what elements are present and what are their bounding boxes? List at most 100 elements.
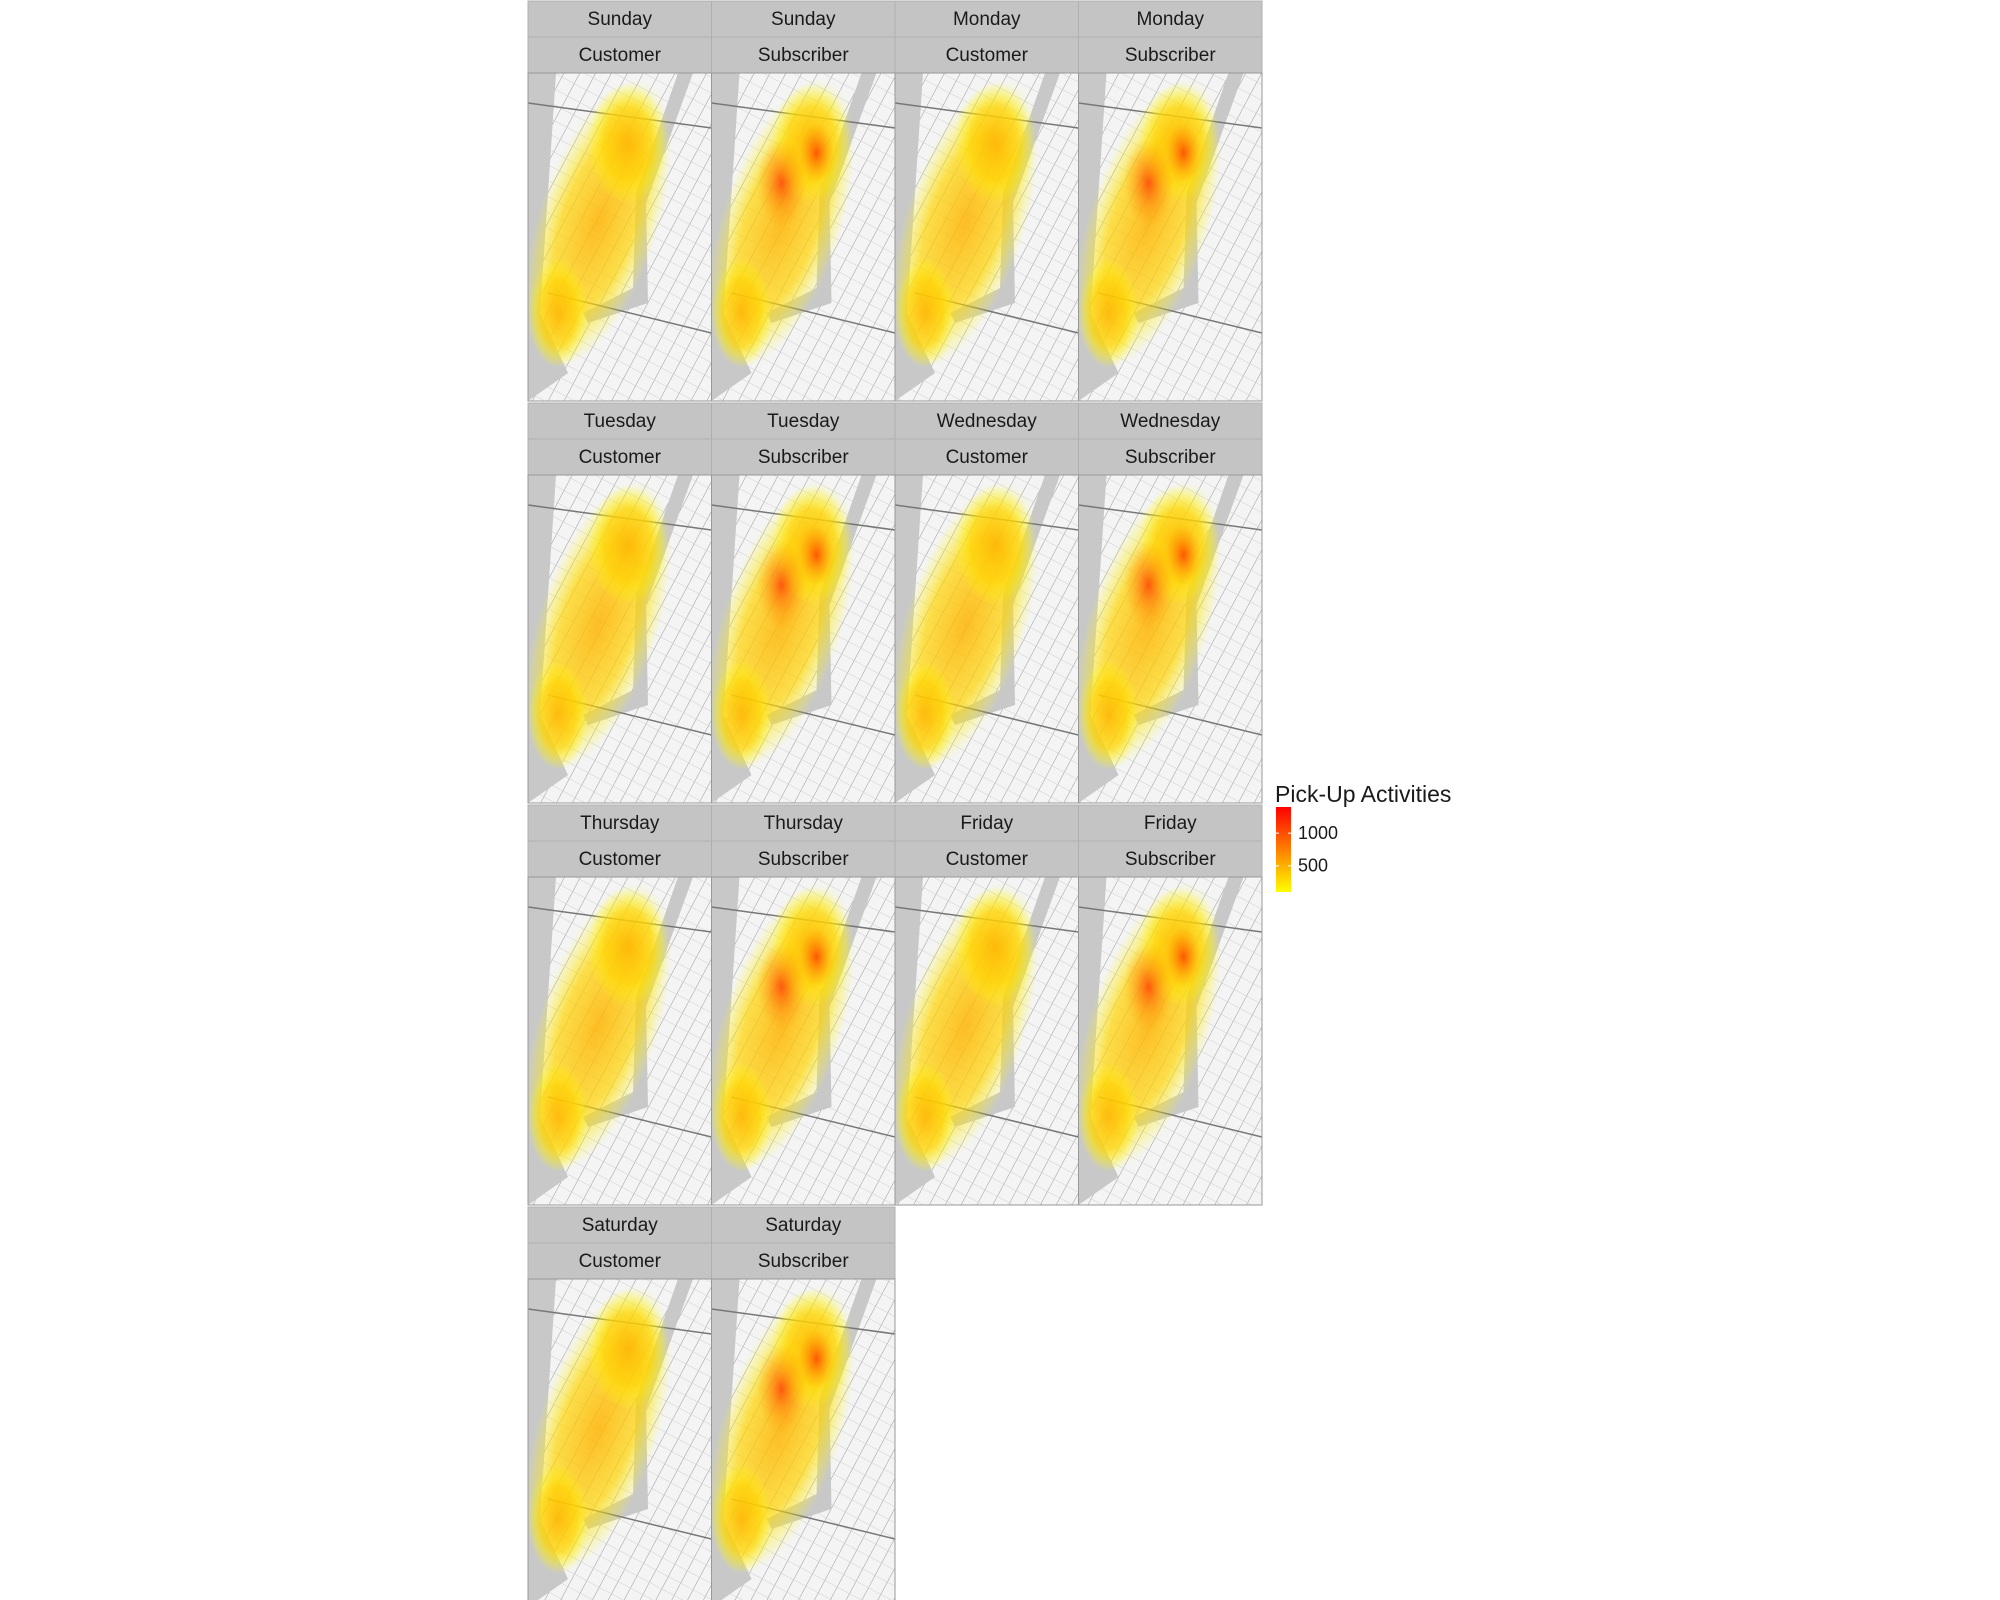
- density: [711, 258, 772, 368]
- colorbar: [1276, 807, 1291, 892]
- density: [756, 1344, 807, 1434]
- strip: [711, 1206, 896, 1244]
- strip: [527, 402, 712, 440]
- density: [1078, 660, 1139, 770]
- map-border: [1078, 474, 1263, 804]
- strip: [894, 402, 1079, 440]
- facet-panel: Monday Customer: [894, 0, 1079, 402]
- density: [798, 123, 835, 183]
- strip: [894, 0, 1079, 38]
- strip: [894, 36, 1079, 74]
- legend: Pick-Up Activities 500 1000: [1275, 781, 1451, 892]
- map: [711, 475, 895, 803]
- facet-panel: Wednesday Customer: [894, 402, 1079, 804]
- strip-type: Customer: [579, 1251, 662, 1272]
- density: [798, 927, 835, 987]
- strip-day: Monday: [1136, 9, 1204, 30]
- strip: [1078, 438, 1263, 476]
- panels: Sunday Customer Sunday Subscriber Monday Cust…: [527, 0, 1263, 1600]
- density: [528, 1464, 588, 1574]
- strip-type: Subscriber: [1125, 45, 1216, 66]
- map: [895, 877, 1079, 1205]
- density: [756, 540, 807, 630]
- map: [1078, 877, 1262, 1205]
- density: [528, 660, 588, 770]
- strip: [711, 1242, 896, 1280]
- facet-panel: Sunday Customer: [527, 0, 712, 402]
- map: [528, 877, 712, 1205]
- density: [955, 485, 1035, 605]
- density: [955, 83, 1035, 203]
- strip-type: Subscriber: [1125, 447, 1216, 468]
- map: [895, 475, 1079, 803]
- density: [1165, 525, 1202, 585]
- strip-day: Saturday: [582, 1215, 659, 1236]
- facet-panel: Sunday Subscriber: [711, 0, 896, 402]
- map-border: [711, 1278, 896, 1600]
- density: [1123, 540, 1174, 630]
- map: [528, 73, 712, 401]
- strip: [894, 840, 1079, 878]
- density: [895, 660, 955, 770]
- strip-day: Thursday: [580, 813, 660, 834]
- density: [798, 1329, 835, 1389]
- density: [588, 83, 668, 203]
- facet-panel: Friday Subscriber: [1078, 804, 1263, 1206]
- strip: [527, 840, 712, 878]
- legend-tick-label: 500: [1298, 856, 1328, 876]
- facet-panel: Tuesday Customer: [527, 402, 712, 804]
- strip: [527, 804, 712, 842]
- density: [895, 1062, 955, 1172]
- strip: [1078, 840, 1263, 878]
- strip: [527, 1206, 712, 1244]
- density: [711, 660, 772, 770]
- strip: [1078, 402, 1263, 440]
- strip-day: Thursday: [764, 813, 844, 834]
- facet-panel: Monday Subscriber: [1078, 0, 1263, 402]
- density: [711, 1062, 772, 1172]
- density: [528, 258, 588, 368]
- density: [1078, 1062, 1139, 1172]
- strip-type: Customer: [579, 849, 662, 870]
- strip: [527, 36, 712, 74]
- facet-panel: Thursday Customer: [527, 804, 712, 1206]
- strip-day: Tuesday: [584, 411, 657, 432]
- strip-type: Subscriber: [758, 45, 849, 66]
- strip-day: Saturday: [765, 1215, 842, 1236]
- strip-type: Customer: [579, 447, 662, 468]
- strip-day: Wednesday: [1120, 411, 1220, 432]
- strip: [527, 1242, 712, 1280]
- strip: [527, 0, 712, 38]
- density: [1165, 927, 1202, 987]
- strip-day: Tuesday: [767, 411, 840, 432]
- strip-day: Sunday: [771, 9, 836, 30]
- strip: [711, 402, 896, 440]
- density: [588, 887, 668, 1007]
- strip: [711, 438, 896, 476]
- density: [1078, 258, 1139, 368]
- strip: [894, 804, 1079, 842]
- map: [711, 1279, 895, 1600]
- strip-type: Customer: [946, 45, 1029, 66]
- density: [1165, 123, 1202, 183]
- facet-panel: Saturday Customer: [527, 1206, 712, 1600]
- facet-panel: Tuesday Subscriber: [711, 402, 896, 804]
- strip-type: Subscriber: [758, 1251, 849, 1272]
- map: [711, 73, 895, 401]
- facet-panel: Wednesday Subscriber: [1078, 402, 1263, 804]
- map: [1078, 73, 1262, 401]
- strip: [711, 840, 896, 878]
- strip-day: Friday: [1144, 813, 1197, 834]
- strip-day: Sunday: [588, 9, 653, 30]
- strip-day: Wednesday: [937, 411, 1037, 432]
- density: [955, 887, 1035, 1007]
- strip-type: Subscriber: [1125, 849, 1216, 870]
- strip-day: Monday: [953, 9, 1021, 30]
- strip: [1078, 804, 1263, 842]
- strip-type: Customer: [946, 447, 1029, 468]
- density: [895, 258, 955, 368]
- map: [1078, 475, 1262, 803]
- map: [528, 475, 712, 803]
- map: [528, 1279, 712, 1600]
